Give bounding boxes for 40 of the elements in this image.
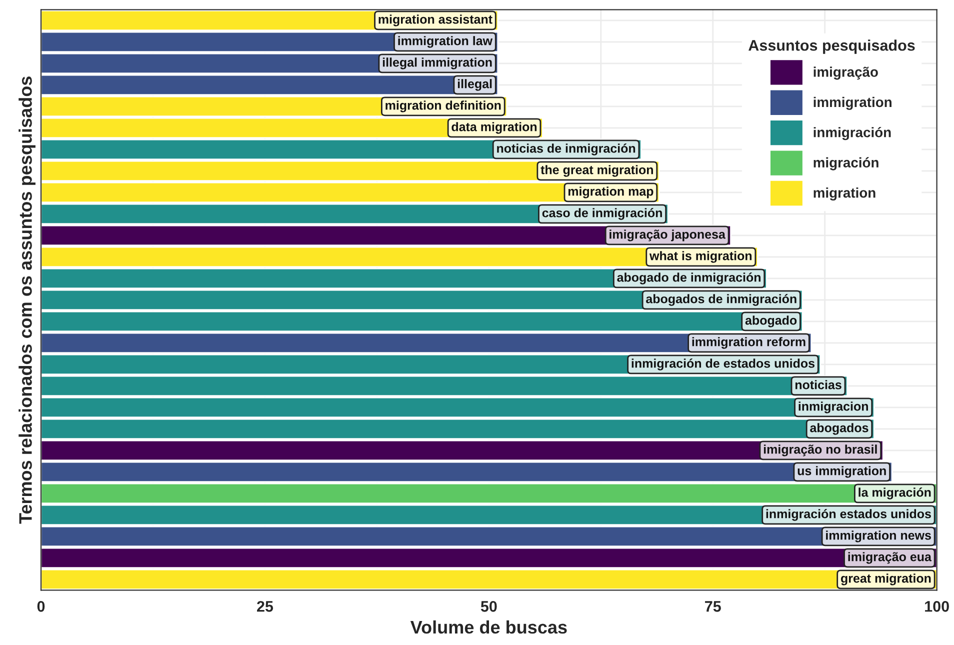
- y-tick-label: abogados de inmigración: [646, 294, 796, 306]
- x-tick-label: 25: [257, 600, 274, 612]
- legend-label: immigration: [814, 96, 892, 110]
- y-tick-label: caso de inmigración: [542, 208, 662, 220]
- x-tick-label: 100: [925, 600, 949, 612]
- y-tick-label: what is migration: [649, 251, 752, 263]
- y-tick-label: imigração eua: [848, 552, 932, 564]
- y-tick-label: immigration law: [398, 36, 493, 48]
- legend-label: migración: [814, 157, 878, 170]
- y-tick-label: abogados: [810, 423, 868, 435]
- x-tick-label: 50: [480, 600, 497, 612]
- y-tick-label: la migración: [858, 488, 931, 500]
- y-tick-label: us immigration: [798, 466, 886, 478]
- legend-label: imigração: [814, 66, 878, 80]
- y-tick-label: migration definition: [386, 100, 501, 112]
- y-tick-label: data migration: [452, 122, 537, 134]
- y-tick-label: great migration: [840, 574, 931, 586]
- legend-label: migration: [814, 188, 876, 201]
- y-axis-title: Termos relacionados com os assuntos pesquisados: [18, 76, 36, 524]
- y-tick-label: illegal immigration: [382, 58, 492, 70]
- y-tick-label: inmigracion: [798, 402, 868, 414]
- y-tick-label: illegal: [458, 79, 492, 91]
- y-tick-label: imigração no brasil: [764, 444, 877, 456]
- y-tick-label: inmigración estados unidos: [766, 509, 931, 521]
- y-tick-label: inmigración de estados unidos: [632, 358, 814, 370]
- x-axis-title: Volume de buscas: [410, 620, 567, 634]
- x-tick-label: 75: [705, 601, 721, 612]
- y-tick-label: noticias: [795, 380, 842, 390]
- y-tick-label: the great migration: [540, 165, 653, 177]
- y-tick-label: abogado: [745, 316, 797, 328]
- x-tick-label: 0: [37, 600, 45, 612]
- y-tick-label: migration map: [568, 186, 654, 198]
- legend-label: inmigración: [814, 126, 891, 140]
- y-tick-label: imigração japonesa: [610, 230, 726, 242]
- y-tick-label: immigration reform: [692, 337, 806, 349]
- legend-title: Assuntos pesquisados: [748, 40, 915, 54]
- y-tick-label: noticias de inmigración: [497, 144, 636, 156]
- y-tick-label: abogado de inmigración: [617, 272, 760, 284]
- y-tick-label: migration assistant: [378, 14, 492, 26]
- y-tick-label: immigration news: [826, 530, 931, 542]
